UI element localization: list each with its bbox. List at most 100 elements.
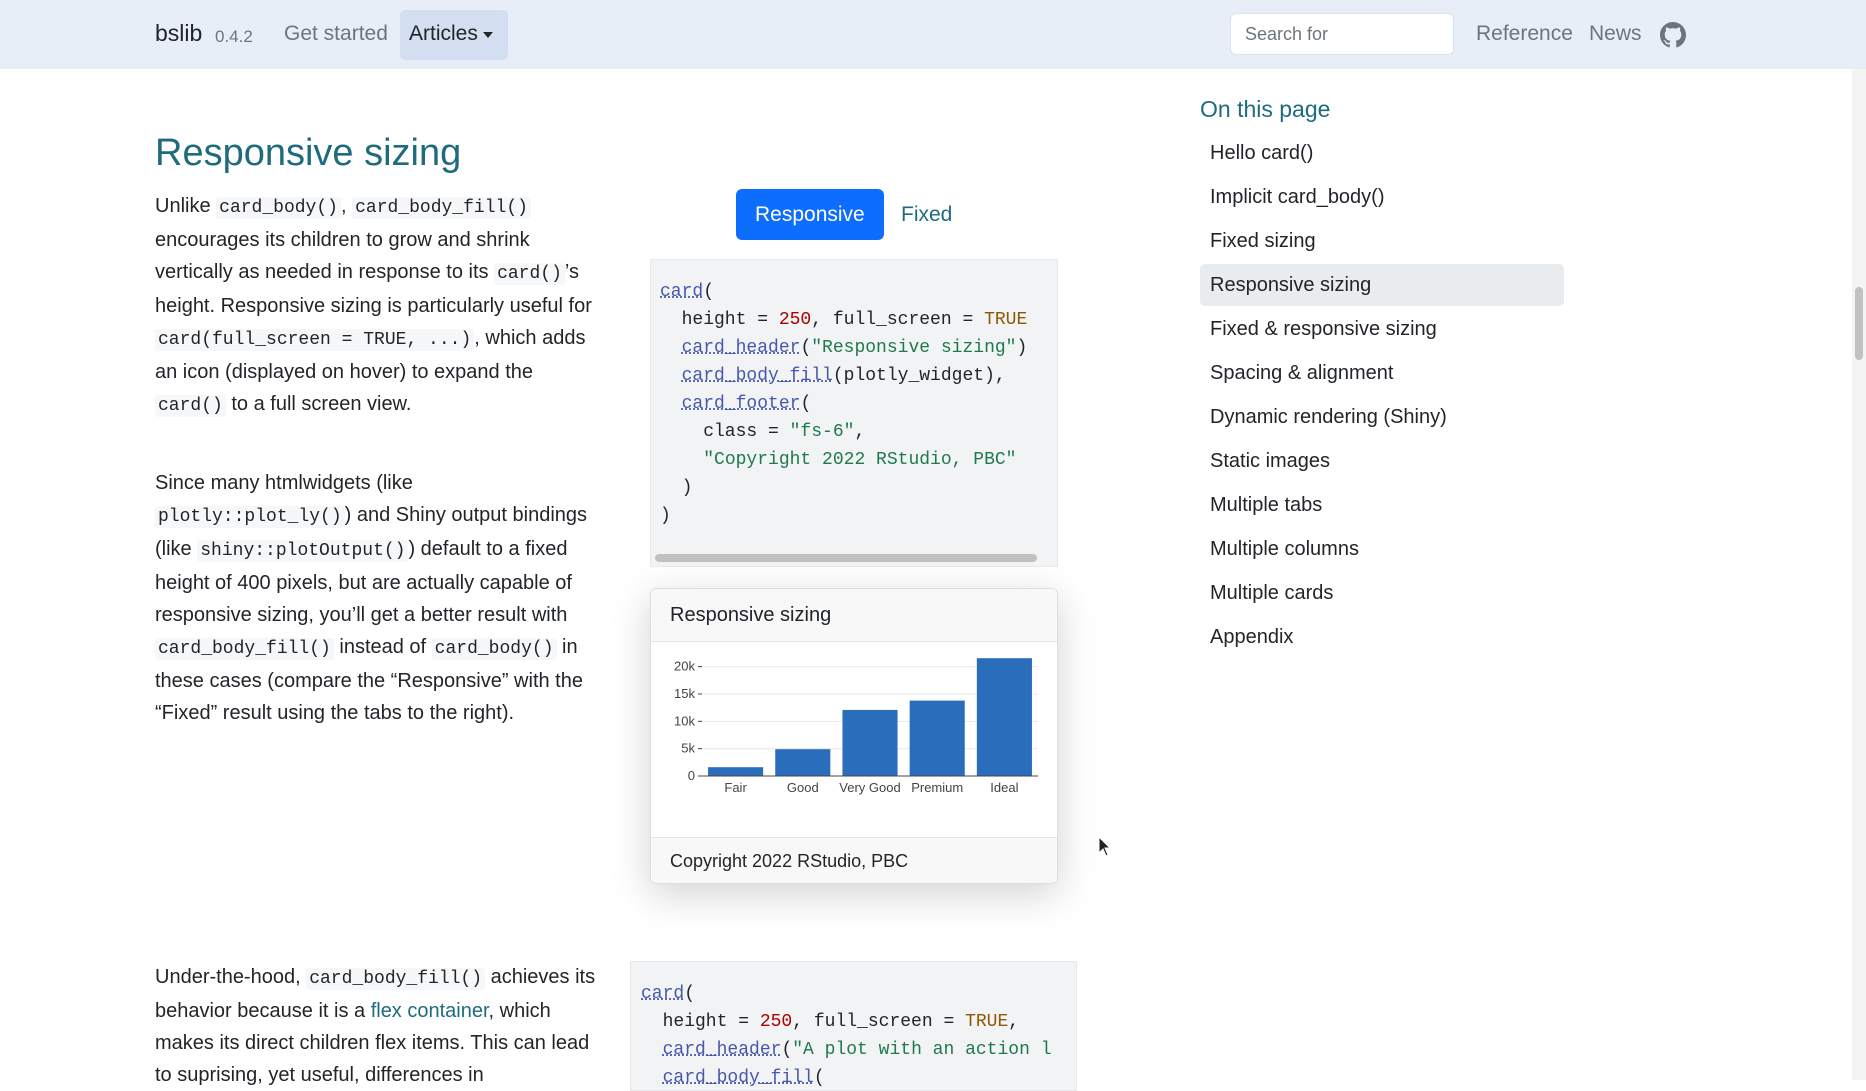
code-line: "Copyright 2022 RStudio, PBC" xyxy=(660,446,1016,474)
bar xyxy=(976,658,1032,776)
x-tick-label: Ideal xyxy=(990,780,1018,795)
toc-item[interactable]: Responsive sizing xyxy=(1210,274,1372,296)
nav-link[interactable]: Articles xyxy=(409,22,478,45)
code-token: ( xyxy=(800,394,812,414)
y-tick-label: 15k xyxy=(674,686,695,701)
card-header-text: Responsive sizing xyxy=(670,604,832,626)
code-token xyxy=(660,394,682,414)
tab[interactable]: Fixed xyxy=(901,203,953,226)
paragraph: Since many htmlwidgets (like plotly::plo… xyxy=(155,467,603,729)
toc-item[interactable]: Multiple columns xyxy=(1210,538,1359,560)
code-token xyxy=(660,338,682,358)
paragraph: Unlike card_body(), card_body_fill() enc… xyxy=(155,190,603,422)
code-line: class = "fs-6", xyxy=(660,418,865,446)
scrollbar-thumb[interactable] xyxy=(1855,287,1863,360)
inline-code: card_body_fill() xyxy=(306,968,486,990)
code-line: ) xyxy=(660,502,671,530)
toc-item[interactable]: Implicit card_body() xyxy=(1210,186,1385,208)
code-line: ) xyxy=(660,474,693,502)
inline-code: card_body() xyxy=(431,638,557,660)
bar xyxy=(842,709,898,776)
toc-item[interactable]: Static images xyxy=(1210,450,1331,472)
code-line: card_body_fill( xyxy=(641,1064,825,1090)
bar xyxy=(775,749,831,776)
code-token[interactable]: card xyxy=(660,282,704,302)
x-tick-label: Fair xyxy=(724,780,747,795)
section-heading: Responsive sizing xyxy=(155,132,462,174)
text: ’s height. Responsive sizing is particul… xyxy=(155,261,592,317)
text: ) and Shiny output bindings (like xyxy=(155,504,588,560)
text: achieves its behavior because it is a xyxy=(155,966,596,1022)
code-token: (plotly_widget), xyxy=(832,366,1006,386)
caret xyxy=(483,32,493,38)
toc-item[interactable]: Appendix xyxy=(1210,626,1294,648)
inline-code: plotly::plot_ly() xyxy=(155,506,345,528)
code-token[interactable]: card xyxy=(641,984,685,1004)
code-token: , xyxy=(1008,1012,1020,1032)
code-token[interactable]: card_header xyxy=(662,1040,782,1060)
tab[interactable]: Responsive xyxy=(736,189,884,240)
text: , which adds an icon (displayed on hover… xyxy=(155,327,586,383)
code-token[interactable]: card_body_fill xyxy=(681,366,833,386)
toc-active-bg xyxy=(1200,264,1564,306)
code-block: card( height = 250, full_screen = TRUE, … xyxy=(630,961,1077,1091)
code-token[interactable]: card_body_fill xyxy=(662,1068,814,1088)
code-token[interactable]: card_header xyxy=(681,338,801,358)
code-token: ) xyxy=(660,478,693,498)
nav-link[interactable]: Reference xyxy=(1476,22,1573,45)
toc-item[interactable]: Multiple tabs xyxy=(1210,494,1323,516)
card-footer xyxy=(651,837,1057,883)
brand[interactable]: bslib xyxy=(155,20,203,46)
inline-code: card_body() xyxy=(216,197,341,219)
chart: 0 5k 10k 15k 20k Fair Good Very Good Premium Idea… xyxy=(674,658,1038,795)
nav-link[interactable]: Get started xyxy=(284,22,388,45)
text: Since many htmlwidgets (like xyxy=(155,472,413,494)
code-token[interactable]: card_footer xyxy=(681,394,801,414)
inline-code: card() xyxy=(494,263,565,285)
toc-item[interactable]: Hello card() xyxy=(1210,142,1314,164)
navbar: bslib 0.4.2 Search for Get started Articl… xyxy=(0,0,1866,69)
toc-item[interactable]: Fixed sizing xyxy=(1210,230,1316,252)
code-line: card( xyxy=(641,980,695,1008)
toc-item[interactable]: Dynamic rendering (Shiny) xyxy=(1210,406,1447,428)
github-icon[interactable] xyxy=(1660,22,1686,48)
nav-dropdown[interactable]: Articles xyxy=(400,10,508,60)
code-token xyxy=(641,1068,663,1088)
toc-item[interactable]: Multiple cards xyxy=(1210,582,1334,604)
code-line: height = 250, full_screen = TRUE, xyxy=(641,1008,1020,1036)
code-token: "A plot with an action l xyxy=(792,1040,1052,1060)
code-token: "Responsive sizing" xyxy=(811,338,1017,358)
nav-link[interactable]: News xyxy=(1589,22,1642,45)
code-token xyxy=(660,450,703,470)
card-header xyxy=(651,589,1057,642)
inline-code: card(full_screen = TRUE, ...) xyxy=(155,329,475,351)
code-line: height = 250, full_screen = TRUE xyxy=(660,306,1028,334)
code-line: card_body_fill(plotly_widget), xyxy=(660,362,1006,390)
version: 0.4.2 xyxy=(215,27,253,46)
code-token xyxy=(641,1040,663,1060)
inline-code: card() xyxy=(155,395,226,417)
x-tick-label: Very Good xyxy=(839,780,900,795)
text: in these cases (compare the “Responsive”… xyxy=(155,636,583,724)
code-token: TRUE xyxy=(984,310,1028,330)
toc-item[interactable]: Spacing & alignment xyxy=(1210,362,1394,384)
code-token: "fs-6" xyxy=(789,422,855,442)
search-input[interactable]: Search for xyxy=(1230,13,1454,55)
y-tick-label: 5k xyxy=(681,741,695,756)
code-line: card_header("A plot with an action l xyxy=(641,1036,1052,1064)
code-token: TRUE xyxy=(965,1012,1009,1032)
toc-item[interactable]: Fixed & responsive sizing xyxy=(1210,318,1437,340)
y-tick-label: 20k xyxy=(674,659,695,674)
x-tick-label: Good xyxy=(787,780,819,795)
link[interactable]: flex container xyxy=(370,1000,489,1022)
scrollbar xyxy=(1852,69,1866,1080)
code-token: height = xyxy=(641,1012,760,1032)
bar xyxy=(909,700,965,776)
code-token: 250 xyxy=(759,1012,793,1032)
code-token: , full_screen = xyxy=(792,1012,966,1032)
code-token: , full_screen = xyxy=(811,310,985,330)
h-scrollbar[interactable] xyxy=(655,554,1037,562)
text: Under-the-hood, xyxy=(155,966,307,988)
